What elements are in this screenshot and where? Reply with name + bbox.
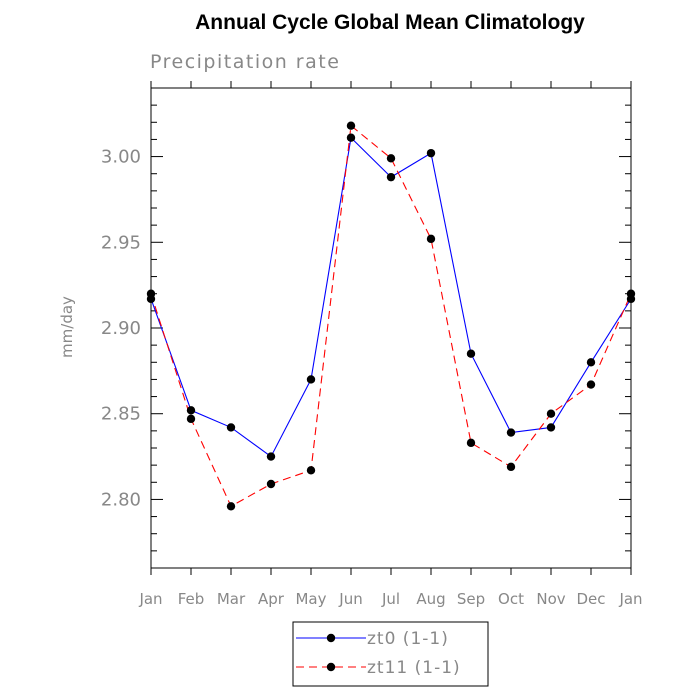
y-tick-label: 2.80 (101, 489, 141, 510)
y-tick-label: 2.95 (101, 232, 141, 253)
series-2-point (586, 380, 596, 389)
series-2-point (266, 479, 276, 489)
series-2-point (146, 289, 156, 298)
series-2-point (546, 409, 556, 418)
x-tick-labels: Jan Feb Mar Apr May Jun Jul Aug Sep Oct Nov Dec Jan (138, 590, 642, 608)
y-tick-label: 3.00 (101, 147, 141, 168)
x-tick-label: Jul (381, 590, 400, 608)
chart-subtitle: Precipitation rate (150, 51, 340, 73)
x-tick-label: Aug (416, 590, 445, 608)
y-tick-label: 2.90 (101, 318, 141, 339)
series-1-point (586, 358, 596, 367)
series-1-point (306, 375, 316, 384)
y-axis-label: mm/day (58, 296, 76, 358)
y-tick-labels: 2.80 2.85 2.90 2.95 3.00 (101, 147, 141, 511)
series-1-point (466, 349, 476, 358)
x-tick-label: Mar (217, 590, 246, 608)
x-tick-label: Dec (576, 590, 605, 608)
x-tick-label: Jan (138, 590, 162, 608)
legend: zt0 (1-1) zt11 (1-1) (292, 621, 489, 687)
x-tick-label: May (295, 590, 326, 608)
series-line-1 (150, 136, 632, 458)
series-2-point (626, 289, 636, 298)
legend-label: zt0 (1-1) (367, 629, 449, 649)
legend-label: zt11 (1-1) (367, 658, 461, 678)
series-1-point (346, 133, 356, 142)
series-1-point (426, 148, 436, 158)
series-2-point (226, 502, 236, 511)
series-1-point (226, 423, 236, 432)
series-2-point (386, 154, 396, 163)
series-1-point (506, 428, 516, 437)
data-series (146, 121, 636, 511)
series-1-point (386, 172, 396, 182)
x-tick-label: Nov (536, 590, 565, 608)
series-line-2 (150, 124, 632, 508)
x-tick-label: Feb (178, 590, 205, 608)
series-1-point (266, 452, 276, 461)
legend-marker (326, 662, 336, 672)
series-2-point (186, 414, 196, 424)
legend-marker (326, 633, 336, 643)
series-2-point (506, 462, 516, 472)
series-2-point (426, 234, 436, 244)
x-tick-label: Jan (618, 590, 642, 608)
series-1-point (546, 423, 556, 432)
series-2-point (306, 466, 316, 475)
series-1-point (186, 406, 196, 415)
x-tick-label: Apr (258, 590, 285, 608)
series-2-point (466, 438, 476, 448)
x-tick-label: Sep (457, 590, 485, 608)
y-tick-label: 2.85 (101, 404, 141, 425)
x-tick-label: Oct (498, 590, 524, 608)
series-2-point (346, 121, 356, 130)
x-tick-label: Jun (338, 590, 362, 608)
legend-box (292, 621, 489, 687)
chart-title: Annual Cycle Global Mean Climatology (195, 11, 585, 34)
